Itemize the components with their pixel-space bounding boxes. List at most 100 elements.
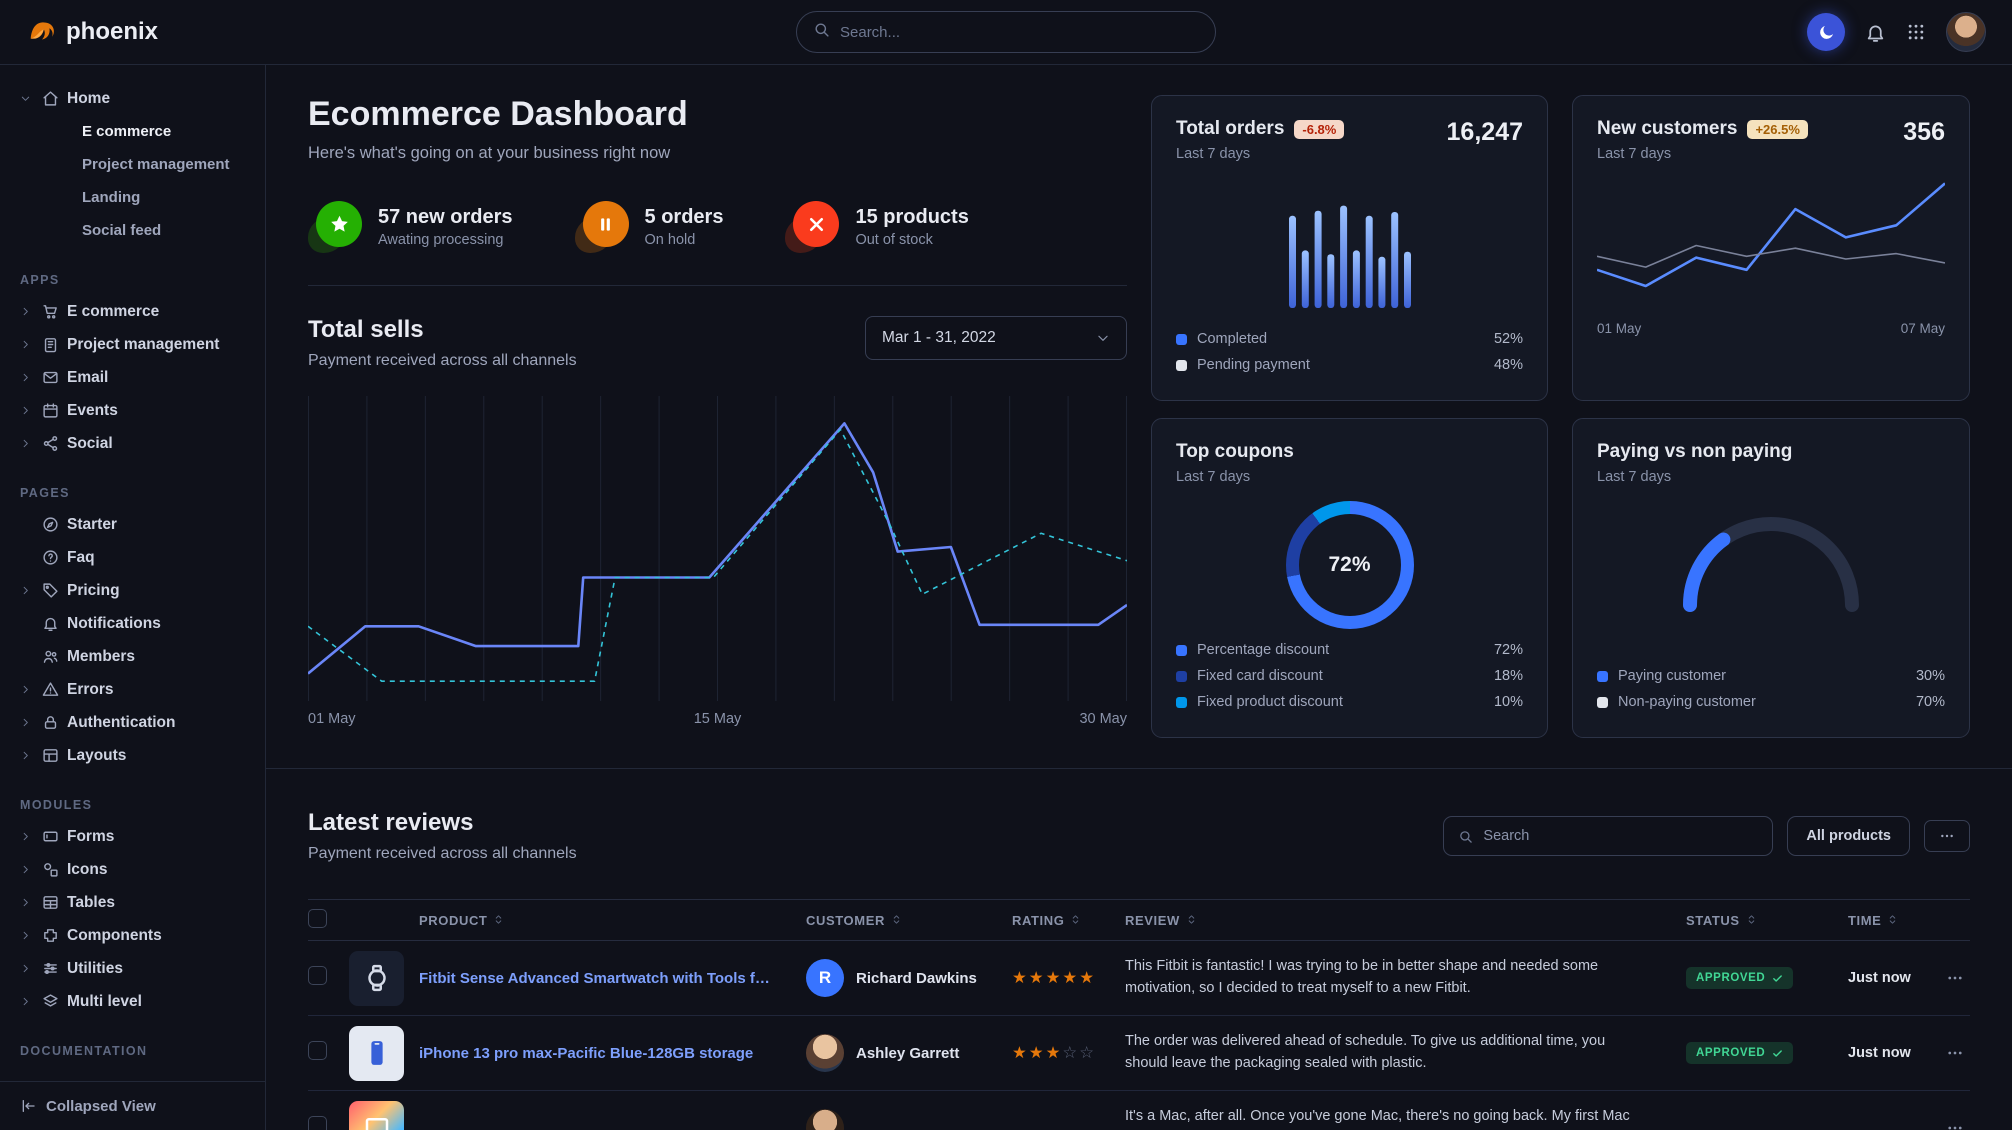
sidebar-item-errors[interactable]: Errors xyxy=(0,673,265,706)
user-avatar[interactable] xyxy=(1946,12,1986,52)
chevron-down-icon xyxy=(20,93,34,104)
global-search-input[interactable] xyxy=(840,23,1199,41)
sidebar-item-label: Starter xyxy=(67,515,117,533)
chevron-down-icon xyxy=(1096,331,1110,345)
stat-caption: Out of stock xyxy=(855,232,933,248)
sliders-icon xyxy=(42,960,59,977)
legend-swatch xyxy=(1176,333,1187,345)
sidebar-item-project-management[interactable]: Project management xyxy=(82,156,230,173)
cross-icon xyxy=(793,201,840,247)
sidebar-item-label: Components xyxy=(67,926,162,944)
chevron-right-icon xyxy=(20,372,34,383)
legend-swatch xyxy=(1597,670,1608,682)
column-header-rating[interactable]: RATING xyxy=(1012,913,1125,928)
sidebar-item-social[interactable]: Social xyxy=(0,427,265,460)
trend-badge: -6.8% xyxy=(1294,119,1345,139)
card-period: Last 7 days xyxy=(1176,146,1251,162)
form-icon xyxy=(42,828,59,845)
sidebar-item-utilities[interactable]: Utilities xyxy=(0,952,265,985)
sidebar-item-home[interactable]: Home xyxy=(0,82,265,115)
column-header-product[interactable]: PRODUCT xyxy=(419,913,806,928)
total-orders-card: Total orders -6.8% Last 7 days 16,247 Co… xyxy=(1151,95,1548,401)
sidebar-item-layouts[interactable]: Layouts xyxy=(0,739,265,772)
moon-icon xyxy=(1817,23,1836,42)
row-actions-button[interactable] xyxy=(1946,1044,1964,1062)
page-subtitle: Here's what's going on at your business … xyxy=(308,144,671,162)
date-range-value: Mar 1 - 31, 2022 xyxy=(882,329,996,346)
top-coupons-donut-chart: 72% xyxy=(1285,501,1414,629)
row-actions-button[interactable] xyxy=(1946,969,1964,987)
column-header-customer[interactable]: CUSTOMER xyxy=(806,913,1012,928)
sidebar-item-e-commerce[interactable]: E commerce xyxy=(82,123,172,140)
sidebar-item-notifications[interactable]: Notifications xyxy=(0,607,265,640)
legend-item-pending-payment: Pending payment 48% xyxy=(1176,352,1523,378)
column-header-status[interactable]: STATUS xyxy=(1686,913,1848,928)
sidebar-item-faq[interactable]: Faq xyxy=(0,541,265,574)
sidebar-item-social-feed[interactable]: Social feed xyxy=(82,222,162,239)
sidebar-item-label: Tables xyxy=(67,893,115,911)
card-period: Last 7 days xyxy=(1176,469,1251,485)
sidebar-item-multi-level[interactable]: Multi level xyxy=(0,985,265,1018)
stat-value: 15 products xyxy=(855,206,969,228)
reviews-search[interactable] xyxy=(1443,816,1774,856)
bell-icon xyxy=(42,615,59,632)
column-header-time[interactable]: TIME xyxy=(1848,913,1936,928)
legend-item-percentage-discount: Percentage discount 72% xyxy=(1176,637,1523,663)
sidebar-item-authentication[interactable]: Authentication xyxy=(0,706,265,739)
product-link[interactable]: iPhone 13 pro max-Pacific Blue-128GB sto… xyxy=(419,1044,754,1062)
row-checkbox[interactable] xyxy=(308,1041,327,1060)
page-title: Ecommerce Dashboard xyxy=(308,95,688,133)
chevron-right-icon xyxy=(20,684,34,695)
sidebar-item-tables[interactable]: Tables xyxy=(0,886,265,919)
sidebar: Home E commerce Project management Landing S… xyxy=(0,65,266,1130)
total-orders-legend: Completed 52% Pending payment 48% xyxy=(1176,326,1523,378)
card-title: Total orders xyxy=(1176,118,1285,139)
sidebar-item-components[interactable]: Components xyxy=(0,919,265,952)
notifications-button[interactable] xyxy=(1865,22,1886,43)
date-range-select[interactable]: Mar 1 - 31, 2022 xyxy=(865,316,1127,360)
sidebar-item-icons[interactable]: Icons xyxy=(0,853,265,886)
all-products-button[interactable]: All products xyxy=(1787,816,1910,856)
select-all-checkbox[interactable] xyxy=(308,909,327,928)
total-sells-x-axis: 01 May 15 May 30 May xyxy=(308,711,1127,727)
global-search[interactable] xyxy=(796,11,1216,53)
chevron-right-icon xyxy=(20,864,34,875)
sidebar-item-starter[interactable]: Starter xyxy=(0,508,265,541)
total-sells-subtitle: Payment received across all channels xyxy=(308,352,577,369)
sidebar-item-landing[interactable]: Landing xyxy=(82,189,141,206)
sidebar-item-forms[interactable]: Forms xyxy=(0,820,265,853)
collapsed-view-toggle[interactable]: Collapsed View xyxy=(0,1081,265,1130)
sidebar-item-label: Email xyxy=(67,368,109,386)
apps-grid-button[interactable] xyxy=(1906,22,1926,42)
trend-badge: +26.5% xyxy=(1747,119,1808,139)
stat-value: 57 new orders xyxy=(378,206,513,228)
sidebar-section-modules: MODULES xyxy=(20,798,93,812)
grid-icon xyxy=(1906,22,1926,42)
table-icon xyxy=(42,894,59,911)
sidebar-item-project-management[interactable]: Project management xyxy=(0,328,265,361)
chevron-right-icon xyxy=(20,717,34,728)
sidebar-item-label: Errors xyxy=(67,680,114,698)
column-header-review[interactable]: REVIEW xyxy=(1125,913,1686,928)
share-icon xyxy=(42,435,59,452)
sidebar-item-e-commerce[interactable]: E commerce xyxy=(0,295,265,328)
reviews-search-input[interactable] xyxy=(1483,828,1759,844)
sidebar-item-label: Multi level xyxy=(67,992,142,1010)
row-checkbox[interactable] xyxy=(308,1116,327,1130)
row-checkbox[interactable] xyxy=(308,966,327,985)
row-actions-button[interactable] xyxy=(1946,1119,1964,1130)
sidebar-item-email[interactable]: Email xyxy=(0,361,265,394)
stat-57-new-orders: 57 new orders Awating processing xyxy=(308,201,513,253)
theme-toggle-button[interactable] xyxy=(1807,13,1845,51)
sidebar-item-members[interactable]: Members xyxy=(0,640,265,673)
paying-legend: Paying customer 30% Non-paying customer … xyxy=(1597,663,1945,715)
sidebar-item-pricing[interactable]: Pricing xyxy=(0,574,265,607)
reviews-more-button[interactable] xyxy=(1924,820,1970,852)
product-link[interactable]: Fitbit Sense Advanced Smartwatch with To… xyxy=(419,969,777,987)
legend-swatch xyxy=(1597,696,1608,708)
rating-stars: ★★★☆☆ xyxy=(1012,1044,1096,1062)
chevron-right-icon xyxy=(20,963,34,974)
chevron-right-icon xyxy=(20,897,34,908)
sidebar-item-events[interactable]: Events xyxy=(0,394,265,427)
brand[interactable]: phoenix xyxy=(26,17,158,47)
